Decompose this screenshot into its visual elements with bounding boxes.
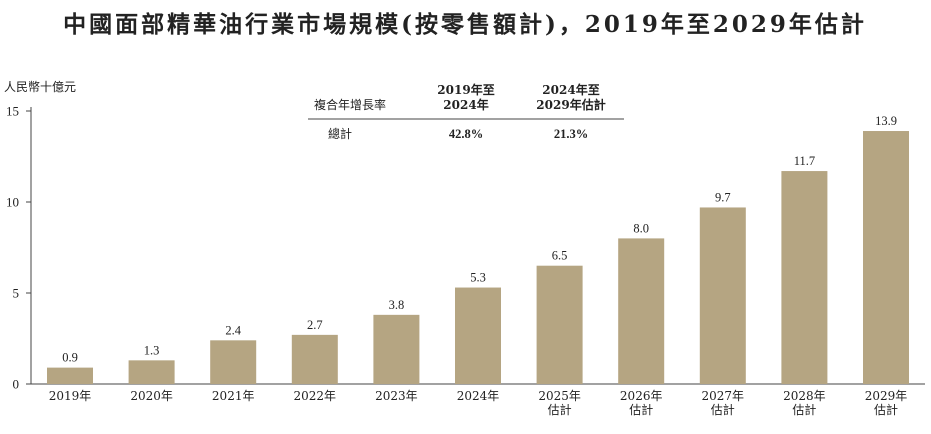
bar xyxy=(618,238,665,384)
x-tick-label: 2028年 xyxy=(783,389,826,403)
bar-value-label: 5.3 xyxy=(470,271,486,285)
bar xyxy=(455,287,501,384)
bar-value-label: 8.0 xyxy=(633,221,649,235)
bar xyxy=(47,367,93,384)
bar xyxy=(373,314,420,384)
x-tick-label: 估計 xyxy=(792,402,816,417)
cagr-row-label: 總計 xyxy=(328,126,352,141)
bar-value-label: 6.5 xyxy=(552,249,568,263)
bar xyxy=(128,360,175,384)
x-tick-label: 估計 xyxy=(874,402,898,417)
y-tick-label: 5 xyxy=(13,286,20,301)
x-tick-label: 2019年 xyxy=(49,389,92,403)
cagr-value: 21.3% xyxy=(554,127,588,141)
x-tick-label: 2022年 xyxy=(294,389,337,403)
cagr-column-header: 2019年至 xyxy=(437,82,494,97)
bar-value-label: 1.3 xyxy=(144,343,160,357)
bar-value-label: 9.7 xyxy=(715,190,731,204)
x-tick-label: 2027年 xyxy=(702,389,745,403)
bar xyxy=(699,207,746,384)
cagr-column-header: 2029年估計 xyxy=(536,97,605,112)
axes: 0 5 10 15 2019年 2020年 2021年 2022年 2023年 2024年 2025… xyxy=(6,104,925,417)
bars: 0.9 1.3 2.4 2.7 3.8 5.3 6.5 8.0 9.7 11.7 13.9 xyxy=(47,114,909,384)
bar xyxy=(781,171,828,384)
cagr-column-header: 2024年至 xyxy=(542,82,599,97)
bar-value-label: 13.9 xyxy=(875,114,897,128)
cagr-value: 42.8% xyxy=(449,127,483,141)
y-tick-label: 0 xyxy=(13,377,20,392)
x-tick-label: 估計 xyxy=(711,402,735,417)
bar-value-label: 2.4 xyxy=(225,323,241,337)
cagr-row-header: 複合年增長率 xyxy=(314,97,386,112)
x-tick-label: 2020年 xyxy=(130,389,173,403)
bar xyxy=(536,265,583,384)
x-tick-label: 2029年 xyxy=(865,389,908,403)
x-tick-label: 估計 xyxy=(548,402,572,417)
x-tick-label: 2024年 xyxy=(457,389,500,403)
chart-title: 中國面部精華油行業市場規模(按零售額計)，2019年至2029年估計 xyxy=(63,11,867,38)
bar-value-label: 3.8 xyxy=(389,298,405,312)
x-tick-label: 2026年 xyxy=(620,389,663,403)
y-axis-unit-label: 人民幣十億元 xyxy=(4,80,76,94)
x-tick-label: 估計 xyxy=(629,402,653,417)
bar-value-label: 0.9 xyxy=(62,351,78,365)
x-tick-label: 2021年 xyxy=(212,389,255,403)
bar xyxy=(863,131,909,384)
y-tick-label: 10 xyxy=(6,195,19,210)
cagr-column-header: 2024年 xyxy=(443,97,488,112)
x-tick-label: 2023年 xyxy=(375,389,418,403)
x-tick-label: 2025年 xyxy=(538,389,581,403)
bar-value-label: 11.7 xyxy=(794,154,815,168)
bar xyxy=(291,334,338,384)
y-tick-label: 15 xyxy=(6,104,19,119)
bar xyxy=(210,340,257,384)
bar-value-label: 2.7 xyxy=(307,318,323,332)
